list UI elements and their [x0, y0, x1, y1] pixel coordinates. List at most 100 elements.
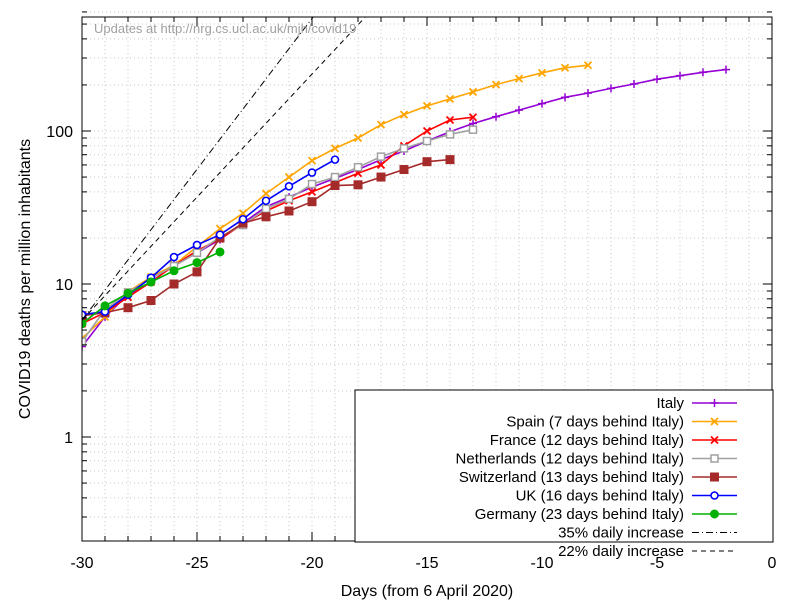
data-point: [261, 204, 271, 214]
marker-stroke: [710, 435, 719, 445]
marker-shape: [353, 162, 363, 172]
marker-stroke: [422, 101, 432, 110]
data-point: [215, 247, 225, 257]
data-point: [261, 212, 271, 222]
legend-entry-italy: Italy: [656, 395, 737, 412]
data-point: [192, 267, 202, 277]
data-point: [445, 155, 455, 165]
marker-stroke: [468, 113, 478, 122]
marker-shape: [238, 214, 248, 224]
x-tick-label: -30: [70, 555, 93, 572]
marker-shape: [307, 197, 317, 207]
marker-shape: [710, 454, 719, 463]
data-point: [561, 93, 569, 102]
marker-shape: [710, 509, 719, 519]
data-point: [422, 101, 432, 110]
marker-stroke: [307, 187, 317, 197]
data-point: [399, 165, 409, 175]
legend-entry-spain: Spain (7 days behind Italy): [506, 414, 737, 431]
legend-marker: [710, 491, 719, 500]
marker-shape: [284, 182, 294, 191]
axis-ticks: -30 -25 -20 -15 -10 -5 0 1 10 100: [46, 11, 777, 572]
marker-shape: [330, 181, 340, 191]
legend-entry-germany: Germany (23 days behind Italy): [475, 506, 737, 523]
plot-series: [82, 17, 730, 351]
data-point: [123, 303, 133, 313]
data-point: [376, 152, 386, 161]
marker-shape: [307, 168, 317, 177]
x-tick-label: -5: [650, 555, 664, 572]
legend-label: Germany (23 days behind Italy): [475, 506, 684, 523]
marker-shape: [82, 337, 87, 346]
data-point: [492, 112, 500, 121]
marker-shape: [376, 172, 386, 182]
marker-stroke: [422, 126, 432, 136]
marker-shape: [123, 288, 133, 298]
marker-shape: [307, 179, 317, 189]
data-point: [445, 94, 455, 104]
legend-label: Italy: [656, 395, 684, 412]
y-axis-label: COVID19 deaths per million inhabitants: [17, 139, 34, 419]
series-germany: [82, 247, 225, 329]
series-line: [82, 116, 474, 325]
legend-marker: [710, 509, 719, 519]
data-point: [169, 266, 179, 276]
marker-stroke: [445, 94, 455, 104]
data-point: [399, 110, 409, 119]
data-point: [82, 337, 87, 346]
marker-shape: [192, 258, 202, 268]
data-point: [422, 136, 432, 146]
data-point: [100, 301, 110, 311]
data-point: [307, 156, 317, 165]
data-point: [515, 106, 523, 115]
data-point: [422, 157, 432, 167]
data-point: [146, 277, 156, 287]
legend-label: 35% daily increase: [558, 525, 684, 542]
marker-shape: [468, 125, 478, 134]
marker-stroke: [238, 209, 248, 218]
series-line: [82, 17, 367, 321]
data-point: [330, 144, 340, 153]
marker-shape: [422, 136, 432, 146]
marker-shape: [284, 206, 294, 216]
data-point: [261, 196, 271, 206]
legend-label: Netherlands (12 days behind Italy): [456, 451, 684, 468]
data-point: [123, 288, 133, 298]
data-point: [330, 172, 340, 182]
legend-label: 22% daily increase: [558, 543, 684, 560]
marker-shape: [169, 266, 179, 276]
data-point: [376, 172, 386, 182]
legend-entry-22-8: 22% daily increase: [558, 543, 737, 560]
legend-marker: [710, 417, 719, 426]
marker-shape: [215, 247, 225, 257]
data-point: [376, 160, 386, 170]
marker-shape: [169, 279, 179, 289]
marker-shape: [445, 130, 455, 139]
marker-shape: [123, 303, 133, 313]
data-point: [215, 224, 225, 233]
data-point: [491, 80, 501, 89]
marker-stroke: [468, 87, 478, 97]
legend-marker: [710, 435, 719, 445]
marker-shape: [330, 172, 340, 182]
legend-label: Switzerland (13 days behind Italy): [459, 469, 684, 486]
data-point: [307, 168, 317, 177]
series-line: [82, 17, 314, 321]
legend-marker: [710, 472, 719, 482]
legend-entry-35-7: 35% daily increase: [558, 525, 737, 542]
marker-stroke: [215, 224, 225, 233]
data-point: [376, 120, 386, 129]
data-point: [261, 189, 271, 198]
data-point: [422, 126, 432, 136]
data-point: [676, 71, 684, 80]
data-point: [238, 209, 248, 218]
data-point: [653, 75, 661, 84]
marker-stroke: [583, 61, 593, 70]
data-point: [560, 63, 570, 72]
data-point: [722, 65, 730, 74]
data-point: [607, 84, 615, 93]
marker-stroke: [491, 80, 501, 89]
source-note: Updates at http://nrg.cs.ucl.ac.uk/mjh/c…: [94, 21, 356, 36]
data-point: [330, 181, 340, 191]
data-point: [630, 79, 638, 88]
